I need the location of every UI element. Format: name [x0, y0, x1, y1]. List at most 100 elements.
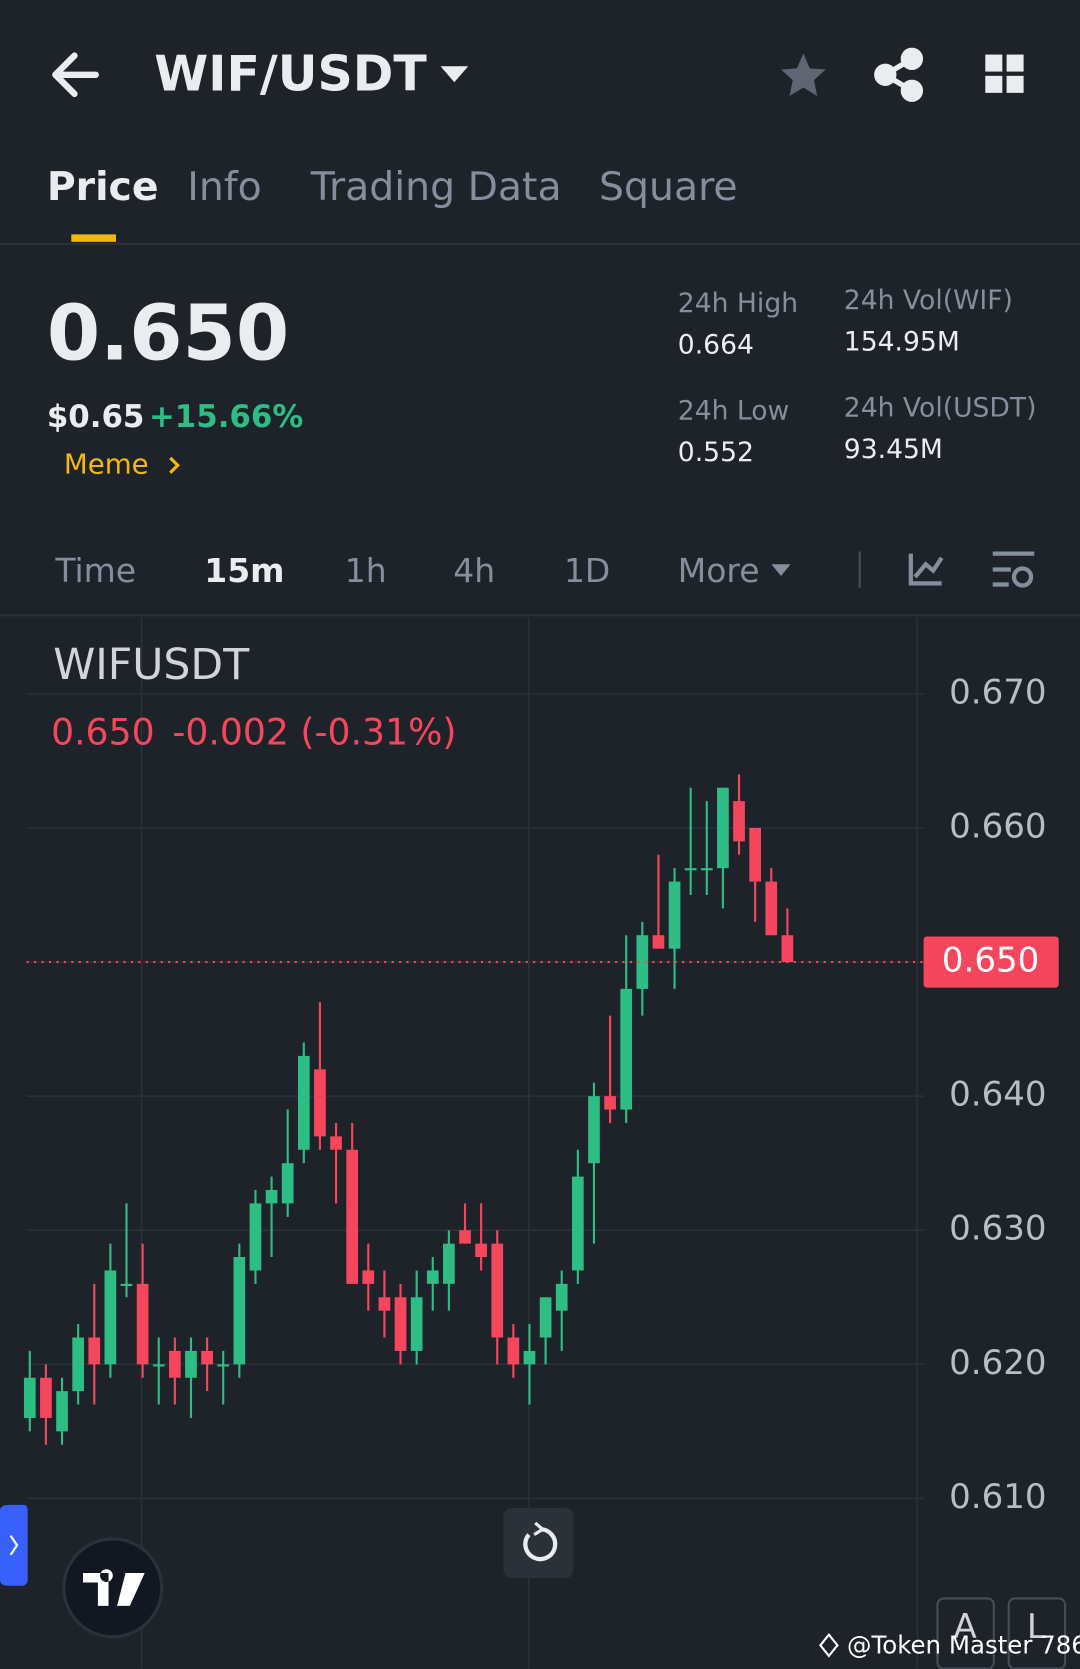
tab[interactable]: Square — [599, 164, 738, 210]
stat-value: 0.552 — [678, 437, 754, 468]
candle-body — [185, 1350, 197, 1378]
candle-body — [136, 1283, 149, 1365]
candle-body — [668, 881, 681, 949]
candle-body — [201, 1350, 213, 1365]
candle-body — [588, 1096, 600, 1164]
price-tag-label: 0.650 — [942, 941, 1039, 981]
candle-body — [88, 1337, 101, 1365]
tab[interactable]: Trading Data — [310, 164, 562, 210]
candle-body — [265, 1190, 278, 1204]
candle-body — [491, 1243, 504, 1338]
log-scale-label[interactable]: L — [1027, 1607, 1046, 1647]
candle-body — [281, 1163, 294, 1204]
pair-dropdown[interactable] — [440, 66, 469, 83]
candle-body — [426, 1270, 439, 1284]
candle-body — [684, 868, 697, 871]
chart: 0.670 0.660 0.650 0.640 0.630 0.620 0.610 0.650 — [23, 617, 1059, 1669]
candle-body — [604, 1096, 616, 1110]
candle-body — [555, 1283, 568, 1311]
interval[interactable]: 1h — [345, 551, 387, 590]
stat-value: 154.95M — [844, 326, 960, 357]
tab[interactable]: Info — [187, 164, 262, 210]
candle-body — [571, 1176, 584, 1271]
more-caret[interactable] — [771, 564, 791, 576]
candle-body — [314, 1069, 326, 1137]
candle-body — [749, 827, 762, 882]
candle-body — [233, 1257, 246, 1365]
y-tick-label: 0.670 — [949, 672, 1046, 712]
tag[interactable]: Meme — [64, 447, 149, 480]
candle-body — [104, 1270, 117, 1365]
reset-button[interactable] — [503, 1508, 574, 1579]
candle-body — [120, 1283, 133, 1286]
candle-body — [40, 1377, 52, 1418]
stat-label: 24h Vol(USDT) — [844, 392, 1037, 423]
candle-body — [362, 1270, 375, 1284]
candle-body — [330, 1136, 342, 1150]
watermark: @Token Master 786 — [847, 1630, 1080, 1659]
price-tag — [923, 936, 1059, 988]
candle-body — [700, 868, 713, 871]
stat-label: 24h High — [678, 288, 798, 319]
pair-title[interactable]: WIF/USDT — [154, 45, 427, 102]
side-drawer-tab[interactable] — [0, 1504, 28, 1586]
candle-body — [652, 935, 665, 949]
favorite-icon[interactable] — [781, 53, 826, 97]
candle-body — [56, 1391, 68, 1432]
candle-body — [459, 1230, 471, 1244]
y-tick-label: 0.630 — [949, 1209, 1046, 1249]
candle-body — [72, 1337, 85, 1392]
side-drawer-arrow[interactable] — [9, 1535, 19, 1556]
active-tab-indicator — [71, 234, 116, 242]
candle-body — [394, 1297, 407, 1351]
chart-last-change: -0.002 (-0.31%) — [172, 710, 456, 753]
interval[interactable]: Time — [54, 551, 136, 590]
tab[interactable]: Price — [47, 164, 159, 210]
settings-icon[interactable] — [992, 551, 1035, 588]
usd-price: $0.65 — [47, 399, 145, 435]
back-button[interactable] — [52, 52, 99, 98]
candle-body — [297, 1055, 310, 1150]
candle-body — [217, 1364, 230, 1367]
candle-body — [539, 1297, 552, 1338]
candle-body — [443, 1243, 455, 1284]
interval[interactable]: 4h — [453, 551, 495, 590]
candle-body — [781, 935, 794, 963]
indicator-icon[interactable] — [908, 553, 944, 586]
candle-body — [346, 1149, 359, 1284]
stat-value: 93.45M — [844, 434, 943, 465]
y-tick-label: 0.620 — [949, 1343, 1046, 1383]
tag-arrow[interactable] — [169, 456, 180, 474]
candle-body — [249, 1203, 262, 1271]
tradingview-mark — [82, 1569, 145, 1606]
y-tick-label: 0.640 — [949, 1075, 1046, 1115]
reset-icon[interactable] — [533, 1521, 546, 1536]
change-percent: +15.66% — [149, 399, 303, 435]
y-tick-label: 0.610 — [949, 1477, 1046, 1517]
tradingview-logo[interactable] — [62, 1537, 164, 1639]
candle-body — [620, 988, 633, 1110]
candle-body — [475, 1243, 487, 1258]
stat-value: 0.664 — [678, 330, 754, 361]
y-tick-label: 0.660 — [949, 806, 1046, 846]
reset-icon[interactable] — [523, 1527, 558, 1562]
candle-body — [733, 801, 745, 842]
candle-body — [507, 1337, 520, 1365]
candle-body — [765, 881, 778, 936]
share-icon[interactable] — [874, 47, 924, 102]
candle-body — [410, 1297, 423, 1351]
grid-icon[interactable] — [985, 54, 1024, 93]
chart-symbol: WIFUSDT — [53, 640, 250, 690]
interval[interactable]: 1D — [564, 551, 610, 590]
interval[interactable]: More — [678, 551, 760, 590]
candle-body — [152, 1364, 165, 1367]
candle-body — [23, 1377, 36, 1418]
stat-label: 24h Low — [678, 396, 790, 427]
chart-last: 0.650 — [51, 710, 155, 753]
interval[interactable]: 15m — [204, 551, 284, 590]
auto-scale-label[interactable]: A — [953, 1607, 976, 1647]
last-price: 0.650 — [47, 290, 289, 379]
